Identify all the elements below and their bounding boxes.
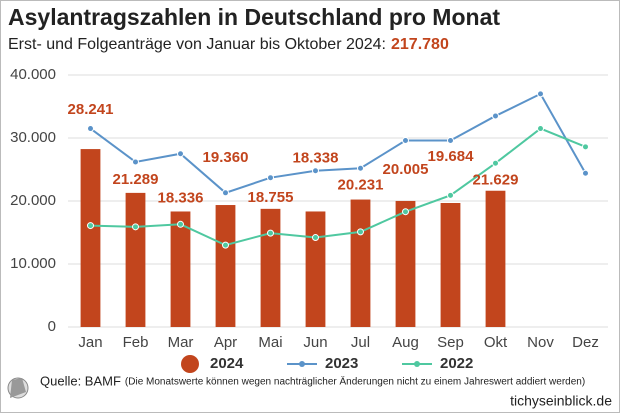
- bar: [350, 199, 371, 327]
- legend-swatch: [299, 361, 305, 367]
- point: [177, 220, 184, 228]
- bar: [170, 211, 191, 327]
- bar: [80, 149, 101, 327]
- bar: [440, 202, 461, 327]
- bar: [125, 192, 146, 327]
- point: [87, 125, 94, 133]
- legend-label: 2024: [210, 355, 244, 372]
- y-tick-label: 10.000: [10, 255, 56, 272]
- point: [492, 159, 499, 167]
- line: [89, 92, 587, 194]
- x-tick-label: Jun: [303, 334, 327, 351]
- x-tick-label: Apr: [214, 334, 237, 351]
- legend-swatch: [181, 355, 199, 373]
- bar: [305, 211, 326, 327]
- x-tick-label: Jul: [351, 334, 370, 351]
- legend-label: 2022: [440, 355, 473, 372]
- point: [267, 229, 274, 237]
- value-label: 19.684: [428, 148, 475, 165]
- y-tick-label: 0: [48, 318, 56, 335]
- x-tick-label: Dez: [572, 334, 599, 351]
- value-label: 20.231: [338, 177, 384, 194]
- point: [582, 169, 589, 177]
- point: [582, 143, 589, 151]
- chart-subtitle: Erst- und Folgeanträge von Januar bis Ok…: [8, 36, 386, 53]
- subtitle-total: 217.780: [391, 36, 449, 53]
- point: [357, 228, 364, 236]
- x-tick-label: Aug: [392, 334, 419, 351]
- x-tick-label: Feb: [123, 334, 149, 351]
- value-label: 18.755: [248, 189, 294, 206]
- chart-title: Asylantragszahlen in Deutschland pro Mon…: [8, 4, 500, 30]
- y-tick-label: 30.000: [10, 129, 56, 146]
- value-label: 20.005: [383, 161, 429, 178]
- source: Quelle: BAMF: [40, 373, 121, 388]
- bar: [215, 205, 236, 327]
- line: [90, 127, 586, 247]
- point: [402, 208, 409, 216]
- point: [447, 191, 454, 199]
- x-tick-label: Mar: [168, 334, 194, 351]
- value-label: 21.289: [113, 171, 159, 188]
- value-label: 21.629: [473, 172, 519, 189]
- x-tick-label: Okt: [484, 334, 508, 351]
- point: [537, 90, 544, 98]
- point: [87, 222, 94, 230]
- value-label: 28.241: [68, 101, 114, 118]
- legend-label: 2023: [325, 355, 358, 372]
- x-tick-label: Jan: [78, 334, 102, 351]
- y-tick-label: 20.000: [10, 192, 56, 209]
- legend-swatch: [414, 361, 420, 367]
- x-tick-label: Sep: [437, 334, 464, 351]
- value-label: 19.360: [203, 149, 249, 166]
- bar: [260, 208, 281, 327]
- point: [447, 137, 454, 145]
- point: [492, 112, 499, 120]
- point: [312, 167, 319, 175]
- point: [177, 150, 184, 158]
- point: [537, 125, 544, 133]
- logo: [7, 377, 29, 399]
- brand: tichyseinblick.de: [510, 393, 612, 409]
- point: [132, 158, 139, 166]
- bar: [395, 200, 416, 327]
- bar: [485, 190, 506, 327]
- point: [312, 234, 319, 242]
- value-label: 18.338: [293, 149, 339, 166]
- point: [222, 189, 229, 197]
- source-note: (Die Monatswerte können wegen nachträgli…: [125, 376, 585, 388]
- point: [132, 223, 139, 231]
- y-tick-label: 40.000: [10, 66, 56, 83]
- point: [357, 164, 364, 172]
- point: [267, 174, 274, 182]
- point: [402, 137, 409, 145]
- x-tick-label: Nov: [527, 334, 554, 351]
- x-tick-label: Mai: [258, 334, 282, 351]
- point: [222, 241, 229, 249]
- value-label: 18.336: [158, 189, 204, 206]
